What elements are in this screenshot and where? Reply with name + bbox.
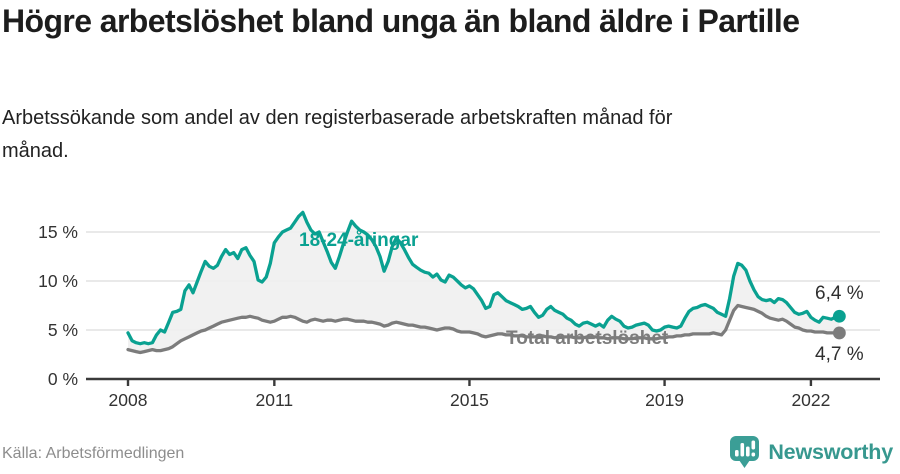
svg-text:15 %: 15 % [38, 222, 78, 242]
newsworthy-wordmark: Newsworthy [768, 439, 893, 464]
svg-text:2008: 2008 [109, 390, 148, 410]
newsworthy-speech-bubble-chart-icon [730, 436, 760, 468]
svg-text:2019: 2019 [645, 390, 684, 410]
svg-text:0 %: 0 % [48, 369, 78, 389]
total-series-label: Total arbetslöshet [506, 328, 669, 349]
newsworthy-logo[interactable]: Newsworthy [729, 435, 893, 469]
chart-subtitle: Arbetssökande som andel av den registerb… [2, 107, 673, 162]
svg-text:5 %: 5 % [48, 320, 78, 340]
source-note: Källa: Arbetsförmedlingen [2, 445, 185, 462]
page-title: Högre arbetslöshet bland unga än bland ä… [2, 3, 800, 39]
svg-text:10 %: 10 % [38, 271, 78, 291]
total-end-value-label: 4,7 % [815, 344, 864, 365]
svg-text:2011: 2011 [256, 390, 294, 410]
youth-end-value-label: 6,4 % [815, 283, 864, 304]
svg-text:2022: 2022 [791, 390, 830, 410]
svg-text:2015: 2015 [450, 390, 489, 410]
chart-canvas: 2008 2011 2015 2019 2022 0 % 5 % 10 % 15 % [38, 210, 880, 410]
youth-series-label: 18-24-åringar [299, 230, 419, 251]
